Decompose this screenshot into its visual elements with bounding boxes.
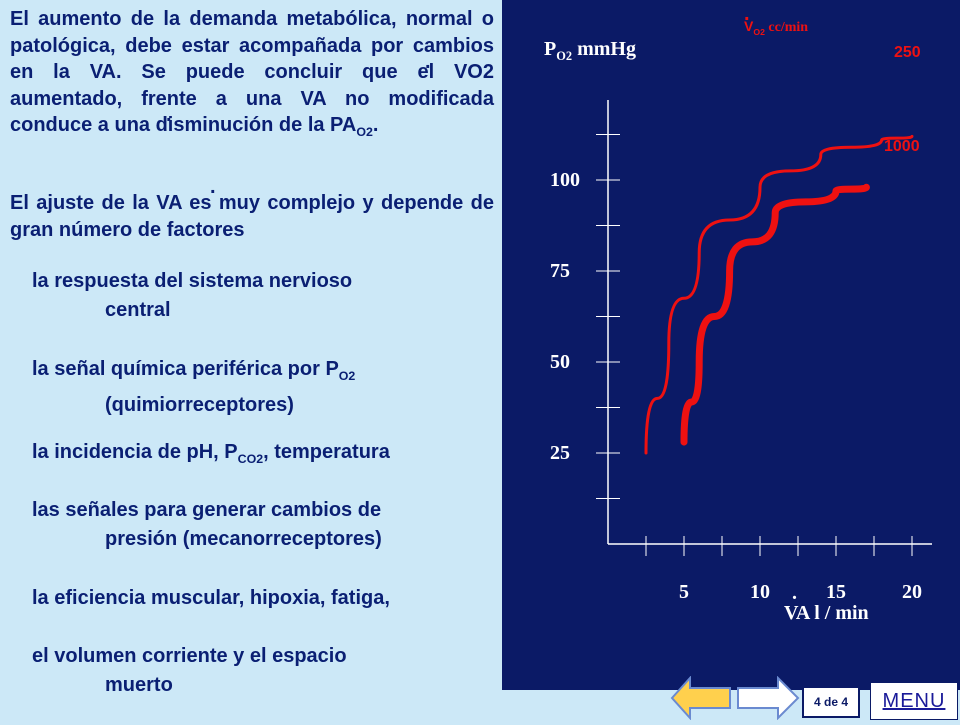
next-arrow-button[interactable] (736, 675, 800, 725)
y-tick-label: 75 (550, 260, 570, 282)
bullet-text-cont: muerto (105, 674, 173, 696)
bullet-item: la señal química periférica por PO2 (qui… (10, 355, 494, 420)
x-tick-label: 5 (679, 581, 689, 603)
intro-end: . (372, 114, 379, 136)
chart-axes (607, 100, 932, 545)
x-tick-label: 20 (902, 581, 922, 603)
bullet-item: el volumen corriente y el espacio muerto (10, 642, 494, 700)
menu-button[interactable]: MENU (870, 682, 958, 720)
bullet-text-cont: central (105, 299, 171, 321)
dot-mark: . (425, 51, 431, 73)
x-tick-label: 10 (750, 581, 770, 603)
x-axis-label: . VA l / min (784, 582, 869, 624)
intro-sub: O2 (356, 125, 373, 139)
legend-title: . VO2 cc/min (744, 3, 809, 37)
series-label-1000: 1000 (884, 138, 920, 155)
chart-svg: 25 50 75 100 5 10 15 20 (550, 100, 932, 603)
bullet-text: la respuesta del sistema nervioso (32, 270, 353, 292)
bullet-item: la incidencia de pH, PCO2, temperatura (10, 438, 494, 474)
series-line-250 (644, 134, 914, 455)
right-arrow-icon (737, 675, 800, 721)
chart-panel: 25 50 75 100 5 10 15 20 PO2 mmHg . VO2 cc/min 2… (502, 0, 960, 690)
bullet-item: la eficiencia muscular, hipoxia, fatiga, (10, 584, 494, 613)
y-tick-label: 25 (550, 442, 570, 464)
dot-mark: . (166, 104, 172, 126)
y-tick-label: 100 (550, 169, 580, 191)
chart-ticks: 25 50 75 100 5 10 15 20 (550, 134, 922, 603)
bullet-text-cont: (quimiorreceptores) (105, 394, 294, 416)
y-tick-label: 50 (550, 351, 570, 373)
bullet-text: la eficiencia muscular, hipoxia, fatiga, (32, 587, 390, 609)
intro-paragraph: El aumento de la demanda metabólica, nor… (10, 6, 494, 146)
x-tick-label: 15 (826, 581, 846, 603)
text-panel: El aumento de la demanda metabólica, nor… (10, 6, 494, 700)
chart-curves (644, 134, 914, 455)
bullet-text: las señales para generar cambios de (32, 499, 382, 521)
left-arrow-icon (670, 675, 731, 721)
dot-mark: . (210, 176, 216, 198)
series-line-1000 (680, 183, 870, 446)
bullet-sub: CO2 (237, 452, 264, 466)
intro-text: El aumento de la demanda metabólica, nor… (10, 8, 494, 136)
y-axis-label: PO2 mmHg (544, 38, 636, 63)
bullet-sub: O2 (338, 369, 356, 383)
bullet-item: la respuesta del sistema nervioso centra… (10, 267, 494, 325)
bullet-item: las señales para generar cambios de pres… (10, 496, 494, 554)
bullet-text: la señal química periférica por P (32, 358, 339, 380)
prev-arrow-button[interactable] (670, 675, 732, 725)
bullet-text: la incidencia de pH, P (32, 441, 238, 463)
series-label-250: 250 (894, 44, 921, 61)
bullet-text-after: , temperatura (263, 441, 390, 463)
bullet-text-cont: presión (mecanorreceptores) (105, 528, 382, 550)
page-indicator: 4 de 4 (802, 686, 860, 718)
bullet-text: el volumen corriente y el espacio (32, 645, 347, 667)
factors-paragraph: El ajuste de la VA es muy complejo y dep… (10, 192, 494, 241)
